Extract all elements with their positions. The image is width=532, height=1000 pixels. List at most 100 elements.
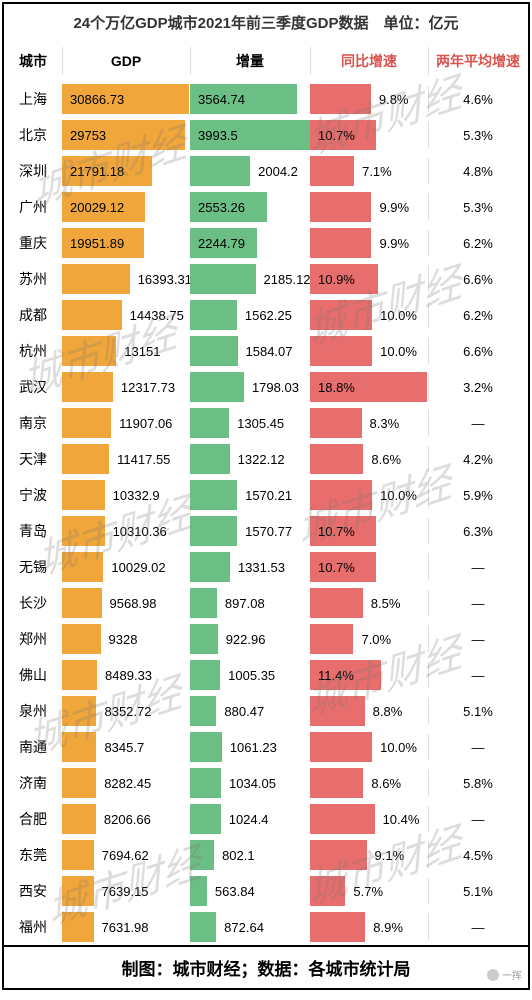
bar	[190, 660, 220, 690]
growth-cell: 7.0%	[310, 621, 428, 657]
bar	[62, 588, 102, 618]
inc-cell: 1562.25	[190, 297, 310, 333]
inc-cell: 3993.5	[190, 117, 310, 153]
bar	[190, 264, 256, 294]
bar	[62, 768, 96, 798]
avg-cell: 6.3%	[428, 513, 528, 549]
bar	[62, 264, 130, 294]
inc-cell: 2244.79	[190, 225, 310, 261]
city-cell: 广州	[4, 189, 62, 225]
gdp-cell: 19951.89	[62, 225, 190, 261]
gdp-cell: 10029.02	[62, 549, 190, 585]
gdp-cell: 11907.06	[62, 405, 190, 441]
avg-cell: 5.9%	[428, 477, 528, 513]
table-row: 泉州8352.72880.478.8%5.1%	[4, 693, 528, 729]
growth-cell: 9.1%	[310, 837, 428, 873]
bar	[62, 696, 96, 726]
gdp-cell: 16393.31	[62, 261, 190, 297]
bar	[190, 444, 230, 474]
bar	[190, 588, 217, 618]
growth-cell: 8.6%	[310, 441, 428, 477]
data-table: 城市GDP增量同比增速两年平均增速 上海30866.733564.749.8%4…	[4, 41, 528, 945]
bar-label: 10029.02	[107, 549, 169, 585]
bar-label: 9.1%	[371, 837, 409, 873]
bar-label: 1034.05	[225, 765, 280, 801]
bar-label: 1005.35	[224, 657, 279, 693]
city-cell: 东莞	[4, 837, 62, 873]
col-header-gdp: GDP	[62, 41, 190, 81]
inc-cell: 1570.77	[190, 513, 310, 549]
avg-cell: 6.2%	[428, 225, 528, 261]
table-row: 深圳21791.182004.27.1%4.8%	[4, 153, 528, 189]
gdp-cell: 9568.98	[62, 585, 190, 621]
city-cell: 重庆	[4, 225, 62, 261]
bar	[62, 660, 97, 690]
table-row: 成都14438.751562.2510.0%6.2%	[4, 297, 528, 333]
bar	[190, 876, 207, 906]
bar-label: 5.7%	[349, 873, 387, 909]
inc-cell: 1005.35	[190, 657, 310, 693]
gdp-cell: 29753	[62, 117, 190, 153]
bar-label: 7639.15	[98, 873, 153, 909]
growth-cell: 10.0%	[310, 729, 428, 765]
inc-cell: 1024.4	[190, 801, 310, 837]
avg-cell: —	[428, 657, 528, 693]
gdp-cell: 21791.18	[62, 153, 190, 189]
avg-cell: 4.8%	[428, 153, 528, 189]
bar	[190, 732, 222, 762]
gdp-cell: 8345.7	[62, 729, 190, 765]
bar	[310, 336, 372, 366]
table-row: 济南8282.451034.058.6%5.8%	[4, 765, 528, 801]
inc-cell: 1061.23	[190, 729, 310, 765]
avg-cell: 4.5%	[428, 837, 528, 873]
bar-label: 10.9%	[314, 261, 359, 297]
bar	[62, 624, 101, 654]
bar	[310, 444, 363, 474]
bar-label: 1024.4	[225, 801, 273, 837]
growth-cell: 11.4%	[310, 657, 428, 693]
bar-label: 9568.98	[106, 585, 161, 621]
city-cell: 泉州	[4, 693, 62, 729]
bar-label: 880.47	[220, 693, 268, 729]
city-cell: 西安	[4, 873, 62, 909]
city-cell: 长沙	[4, 585, 62, 621]
city-cell: 北京	[4, 117, 62, 153]
bar	[310, 840, 367, 870]
bar-label: 8206.66	[100, 801, 155, 837]
bar-label: 9.8%	[375, 81, 413, 117]
avg-cell: —	[428, 621, 528, 657]
bar-label: 8.9%	[369, 909, 407, 945]
bar	[62, 552, 103, 582]
table-row: 青岛10310.361570.7710.7%6.3%	[4, 513, 528, 549]
bar-label: 802.1	[218, 837, 259, 873]
avg-cell: —	[428, 405, 528, 441]
bar-label: 8.6%	[367, 441, 405, 477]
gdp-cell: 13151	[62, 333, 190, 369]
bar	[190, 696, 216, 726]
inc-cell: 897.08	[190, 585, 310, 621]
avg-cell: 4.6%	[428, 81, 528, 117]
table-row: 北京297533993.510.7%5.3%	[4, 117, 528, 153]
bar	[190, 768, 221, 798]
bar	[190, 624, 218, 654]
header-row: 城市GDP增量同比增速两年平均增速	[4, 41, 528, 81]
bar-label: 10.0%	[376, 477, 421, 513]
bar-label: 30866.73	[66, 81, 128, 117]
growth-cell: 8.8%	[310, 693, 428, 729]
growth-cell: 10.0%	[310, 297, 428, 333]
bar-label: 2185.12	[260, 261, 315, 297]
bar	[190, 156, 250, 186]
inc-cell: 2553.26	[190, 189, 310, 225]
table-row: 东莞7694.62802.19.1%4.5%	[4, 837, 528, 873]
bar	[310, 624, 353, 654]
table-row: 无锡10029.021331.5310.7%—	[4, 549, 528, 585]
bar-label: 13151	[120, 333, 164, 369]
bar	[62, 444, 109, 474]
city-cell: 武汉	[4, 369, 62, 405]
bar-label: 1322.12	[234, 441, 289, 477]
bar-label: 8.8%	[369, 693, 407, 729]
growth-cell: 10.0%	[310, 333, 428, 369]
bar	[190, 300, 237, 330]
bar-label: 3564.74	[194, 81, 249, 117]
inc-cell: 1034.05	[190, 765, 310, 801]
